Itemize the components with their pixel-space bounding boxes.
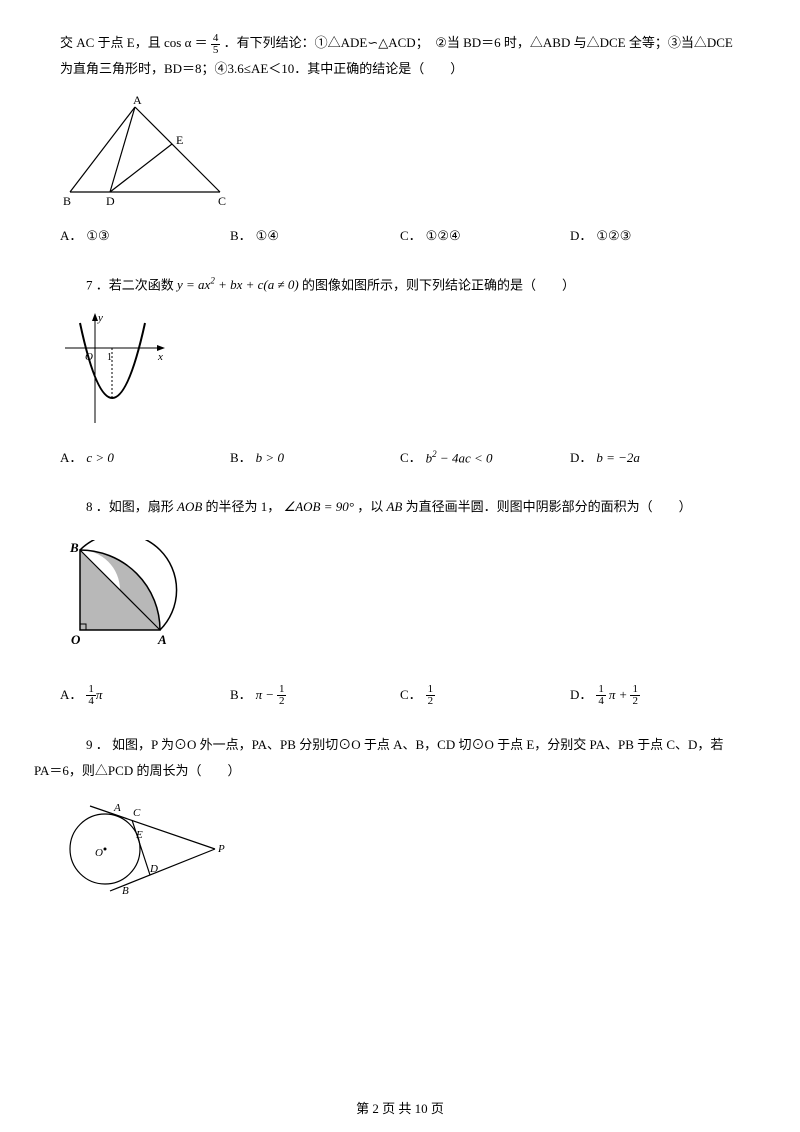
frac: 12 (426, 684, 436, 707)
frac: 14 (596, 684, 606, 707)
q7-expr: y = ax2 + bx + c(a ≠ 0) (177, 277, 299, 292)
opt-label: A． (60, 448, 82, 469)
label-O: O (95, 847, 103, 859)
q7-opt-b: B．b > 0 (230, 447, 400, 469)
q6-intro-b: ．有下列结论：①△ADE∽△ACD； ②当 BD＝6 时，△ABD 与△DCE … (224, 35, 733, 50)
pi: π (96, 685, 103, 706)
frac: 12 (277, 684, 287, 707)
q6-opt-d: D．①②③ (570, 226, 740, 247)
label-E: E (176, 133, 183, 147)
opt-label: D． (570, 448, 592, 469)
frac-den: 5 (211, 45, 221, 56)
label-B: B (69, 540, 79, 555)
label-A: A (113, 802, 121, 814)
opt-label: D． (570, 226, 592, 247)
q8-intro-c: ，以 (357, 499, 383, 514)
opt-label: C． (400, 226, 422, 247)
q6-opt-c: C．①②④ (400, 226, 570, 247)
q8-ab: AB (386, 499, 402, 514)
label-B: B (122, 885, 129, 897)
q8-text: 8 ．如图，扇形 AOB 的半径为 1， ∠AOB = 90° ，以 AB 为直… (60, 494, 740, 520)
opt-content: c > 0 (86, 448, 114, 469)
q8-intro-d: 为直径画半圆．则图中阴影部分的面积为（ ） (406, 499, 692, 514)
label-O: O (71, 632, 81, 647)
label-one: 1 (107, 352, 112, 363)
q8-intro-b: 的半径为 1， (206, 499, 281, 514)
q8-opt-d: D． 14 π + 12 (570, 684, 740, 707)
opt-content: ①④ (256, 226, 279, 247)
opt-label: A． (60, 226, 82, 247)
q8-intro-a: ．如图，扇形 (96, 499, 174, 514)
q6-opt-b: B．①④ (230, 226, 400, 247)
label-A: A (157, 632, 167, 647)
label-C: C (133, 807, 141, 819)
q6-intro-c: 为直角三角形时，BD＝8；④3.6≤AE＜10．其中正确的结论是（ ） (60, 61, 463, 76)
opt-content: b = −2a (596, 448, 640, 469)
q8-angle: ∠AOB = 90° (284, 499, 354, 514)
q9-figure: A C E P D B O (60, 794, 740, 903)
q8-figure: B O A (60, 540, 740, 654)
opt-label: A． (60, 685, 82, 706)
label-D: D (149, 863, 158, 875)
q7-opt-c: C．b2 − 4ac < 0 (400, 447, 570, 469)
footer-text: 第 2 页 共 10 页 (356, 1101, 444, 1116)
q8-opt-c: C． 12 (400, 684, 570, 707)
opt-content: b2 − 4ac < 0 (426, 447, 493, 469)
page-footer: 第 2 页 共 10 页 (0, 1098, 800, 1117)
opt-label: B． (230, 448, 252, 469)
q8-options: A． 14 π B． π − 12 C． 12 D． 14 π + 12 (60, 684, 740, 707)
q9-num: 9 (86, 737, 93, 752)
label-o: O (85, 351, 93, 363)
opt-label: C． (400, 685, 422, 706)
mid: π + (609, 685, 628, 706)
q7-num: 7 (86, 277, 93, 292)
frac: 14 (86, 684, 96, 707)
q9-text: 9 ． 如图，P 为⊙O 外一点，PA、PB 分别切⊙O 于点 A、B，CD 切… (60, 732, 740, 784)
q6-opt-a: A．①③ (60, 226, 230, 247)
label-D: D (106, 194, 115, 207)
q8-opt-b: B． π − 12 (230, 684, 400, 707)
q6-text: 交 AC 于点 E，且 cos α ＝ 4 5 ．有下列结论：①△ADE∽△AC… (60, 30, 740, 82)
label-y: y (97, 312, 103, 324)
q6-options: A．①③ B．①④ C．①②④ D．①②③ (60, 226, 740, 247)
label-P: P (217, 843, 225, 855)
q7-intro-a: ．若二次函数 (96, 277, 174, 292)
opt-content: ①③ (86, 226, 109, 247)
pi: π (256, 685, 263, 706)
q7-opt-d: D．b = −2a (570, 447, 740, 469)
opt-label: D． (570, 685, 592, 706)
q7-options: A．c > 0 B．b > 0 C．b2 − 4ac < 0 D．b = −2a (60, 447, 740, 469)
q7-intro-b: 的图像如图所示，则下列结论正确的是（ ） (302, 277, 575, 292)
opt-label: B． (230, 685, 252, 706)
label-E: E (135, 829, 143, 841)
q9-intro-b: PA＝6，则△PCD 的周长为（ ） (34, 763, 240, 778)
q8-num: 8 (86, 499, 93, 514)
q9-intro-a: ． 如图，P 为⊙O 外一点，PA、PB 分别切⊙O 于点 A、B，CD 切⊙O… (96, 737, 724, 752)
opt-content: b > 0 (256, 448, 284, 469)
frac: 12 (630, 684, 640, 707)
label-C: C (218, 194, 226, 207)
label-x: x (157, 351, 163, 363)
minus: − (265, 685, 274, 706)
frac-num: 4 (211, 33, 221, 45)
opt-content: ①②④ (426, 226, 461, 247)
opt-content: ①②③ (596, 226, 631, 247)
label-A: A (133, 93, 142, 107)
q6-figure: A B C D E (60, 92, 740, 211)
q6-intro-a: 交 AC 于点 E，且 cos α ＝ (60, 35, 208, 50)
q7-figure: y x O 1 (60, 308, 740, 432)
q8-opt-a: A． 14 π (60, 684, 230, 707)
opt-label: C． (400, 448, 422, 469)
q8-aob: AOB (177, 499, 202, 514)
opt-label: B． (230, 226, 252, 247)
label-B: B (63, 194, 71, 207)
q6-fraction: 4 5 (211, 33, 221, 56)
q7-opt-a: A．c > 0 (60, 447, 230, 469)
q7-text: 7 ．若二次函数 y = ax2 + bx + c(a ≠ 0) 的图像如图所示… (60, 272, 740, 298)
